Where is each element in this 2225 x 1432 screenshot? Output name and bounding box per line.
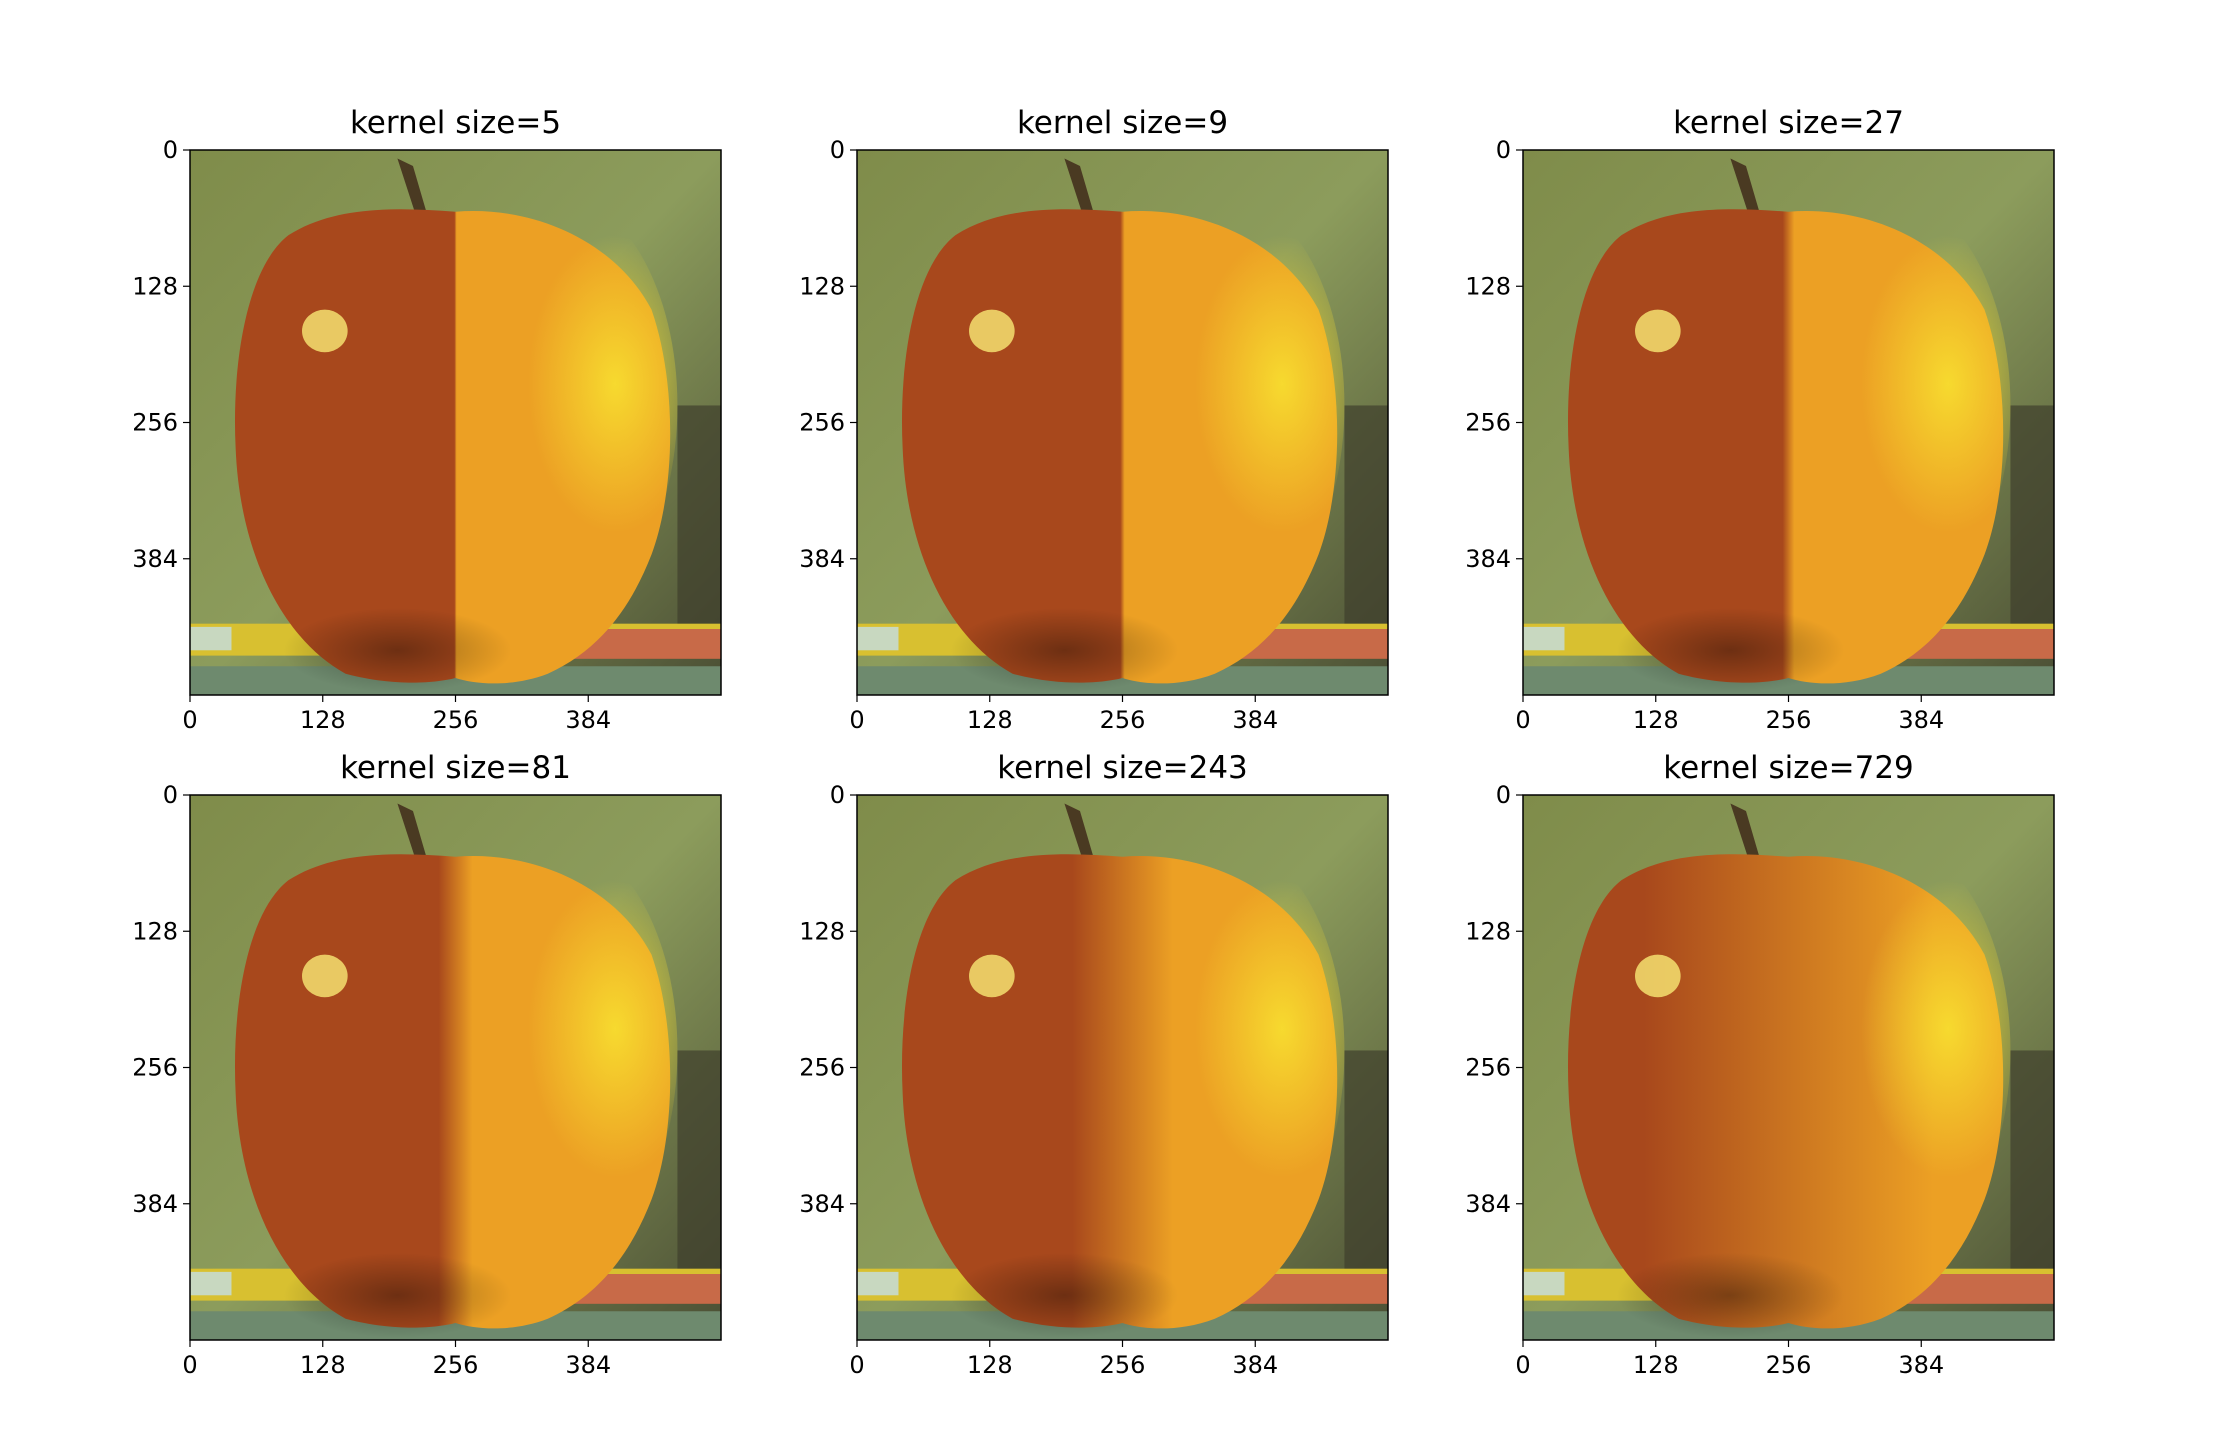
x-tick-label: 384 <box>1232 706 1278 734</box>
x-tick-label: 384 <box>565 1351 611 1379</box>
y-tick-label: 256 <box>1465 1054 1511 1082</box>
x-tick-label: 384 <box>1898 706 1944 734</box>
y-tick-label: 128 <box>799 917 845 945</box>
x-tick-label: 0 <box>1515 706 1530 734</box>
x-tick-label: 0 <box>1515 1351 1530 1379</box>
x-tick-label: 0 <box>849 706 864 734</box>
subplot-title: kernel size=729 <box>1663 750 1914 786</box>
subplot-4: kernel size=81 0 128 256 384 0 128 256 384 <box>132 750 722 1379</box>
stem <box>1064 803 1096 868</box>
subplot-1: kernel size=5 0 128 256 384 0 128 256 384 <box>132 105 722 734</box>
x-tick-label: 0 <box>182 1351 197 1379</box>
x-tick-label: 128 <box>967 706 1013 734</box>
y-tick-label: 128 <box>1465 272 1511 300</box>
stem <box>1730 158 1762 223</box>
y-tick-label: 0 <box>1496 136 1511 164</box>
apple-highlight <box>969 954 1015 998</box>
y-tick-label: 128 <box>132 272 178 300</box>
blended-image <box>857 150 1388 695</box>
blended-image <box>1523 795 2054 1340</box>
subplot-6: kernel size=729 0 128 256 384 0 128 256 384 <box>1465 750 2055 1379</box>
x-tick-label: 128 <box>967 1351 1013 1379</box>
x-tick-label: 256 <box>1100 1351 1146 1379</box>
subplot-2: kernel size=9 0 128 256 384 0 128 256 384 <box>799 105 1389 734</box>
subplot-title: kernel size=5 <box>350 105 561 141</box>
subplot-title: kernel size=9 <box>1017 105 1228 141</box>
y-tick-label: 384 <box>799 545 845 573</box>
y-tick-label: 384 <box>1465 545 1511 573</box>
blended-image <box>190 795 721 1340</box>
y-tick-label: 384 <box>799 1190 845 1218</box>
stem <box>397 803 429 868</box>
apple-highlight <box>1635 309 1681 353</box>
x-tick-label: 384 <box>565 706 611 734</box>
y-tick-label: 384 <box>1465 1190 1511 1218</box>
apple-highlight <box>302 954 348 998</box>
y-tick-label: 256 <box>132 1054 178 1082</box>
apple-highlight <box>302 309 348 353</box>
subplot-title: kernel size=27 <box>1673 105 1904 141</box>
x-tick-label: 128 <box>1633 706 1679 734</box>
blended-image <box>1523 150 2054 695</box>
y-tick-label: 256 <box>799 409 845 437</box>
subplot-title: kernel size=243 <box>997 750 1248 786</box>
y-tick-label: 256 <box>132 409 178 437</box>
y-tick-label: 384 <box>132 545 178 573</box>
x-tick-label: 256 <box>433 706 479 734</box>
blended-image <box>190 150 721 695</box>
blended-image <box>857 795 1388 1340</box>
x-tick-label: 256 <box>1766 706 1812 734</box>
y-tick-label: 128 <box>132 917 178 945</box>
y-tick-label: 128 <box>799 272 845 300</box>
stem <box>397 158 429 223</box>
x-tick-label: 128 <box>1633 1351 1679 1379</box>
stem <box>1064 158 1096 223</box>
x-tick-label: 128 <box>300 1351 346 1379</box>
subplot-title: kernel size=81 <box>340 750 571 786</box>
x-tick-label: 384 <box>1232 1351 1278 1379</box>
y-tick-label: 0 <box>830 136 845 164</box>
y-tick-label: 384 <box>132 1190 178 1218</box>
y-tick-label: 256 <box>799 1054 845 1082</box>
y-tick-label: 0 <box>163 136 178 164</box>
y-tick-label: 256 <box>1465 409 1511 437</box>
x-tick-label: 256 <box>1766 1351 1812 1379</box>
x-tick-label: 256 <box>433 1351 479 1379</box>
y-tick-label: 0 <box>830 781 845 809</box>
x-tick-label: 0 <box>849 1351 864 1379</box>
x-tick-label: 384 <box>1898 1351 1944 1379</box>
apple-highlight <box>969 309 1015 353</box>
stem <box>1730 803 1762 868</box>
y-tick-label: 0 <box>1496 781 1511 809</box>
y-tick-label: 0 <box>163 781 178 809</box>
subplot-3: kernel size=27 0 128 256 384 0 128 256 384 <box>1465 105 2055 734</box>
apple-highlight <box>1635 954 1681 998</box>
x-tick-label: 0 <box>182 706 197 734</box>
subplot-5: kernel size=243 0 128 256 384 0 128 256 384 <box>799 750 1389 1379</box>
x-tick-label: 256 <box>1100 706 1146 734</box>
y-tick-label: 128 <box>1465 917 1511 945</box>
x-tick-label: 128 <box>300 706 346 734</box>
